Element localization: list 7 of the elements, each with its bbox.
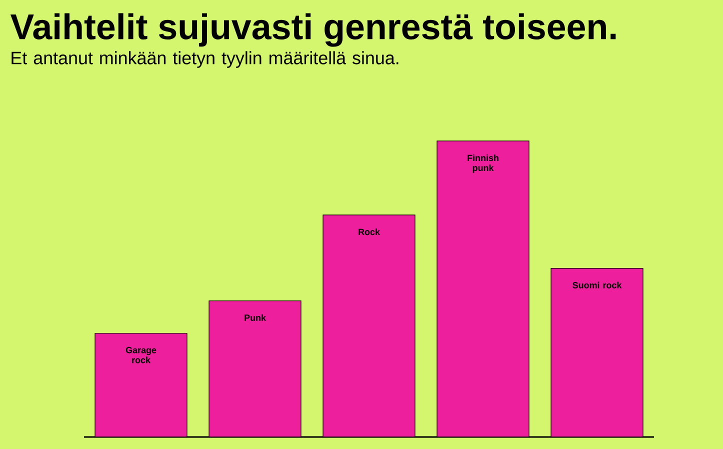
x-tick-label: Suomi rock (572, 282, 622, 288)
chart-title: Vaihtelit sujuvasti genrestä toiseen. (10, 13, 616, 47)
x-tick-label: Rock (358, 228, 380, 236)
x-tick-label: Garage rock (126, 346, 156, 364)
x-tick-label: Punk (244, 314, 266, 321)
x-tick-label: Finnish punk (468, 154, 498, 173)
chart-subtitle: Et antanut minkään tietyn tyylin määritellä sinua. (12, 51, 398, 68)
